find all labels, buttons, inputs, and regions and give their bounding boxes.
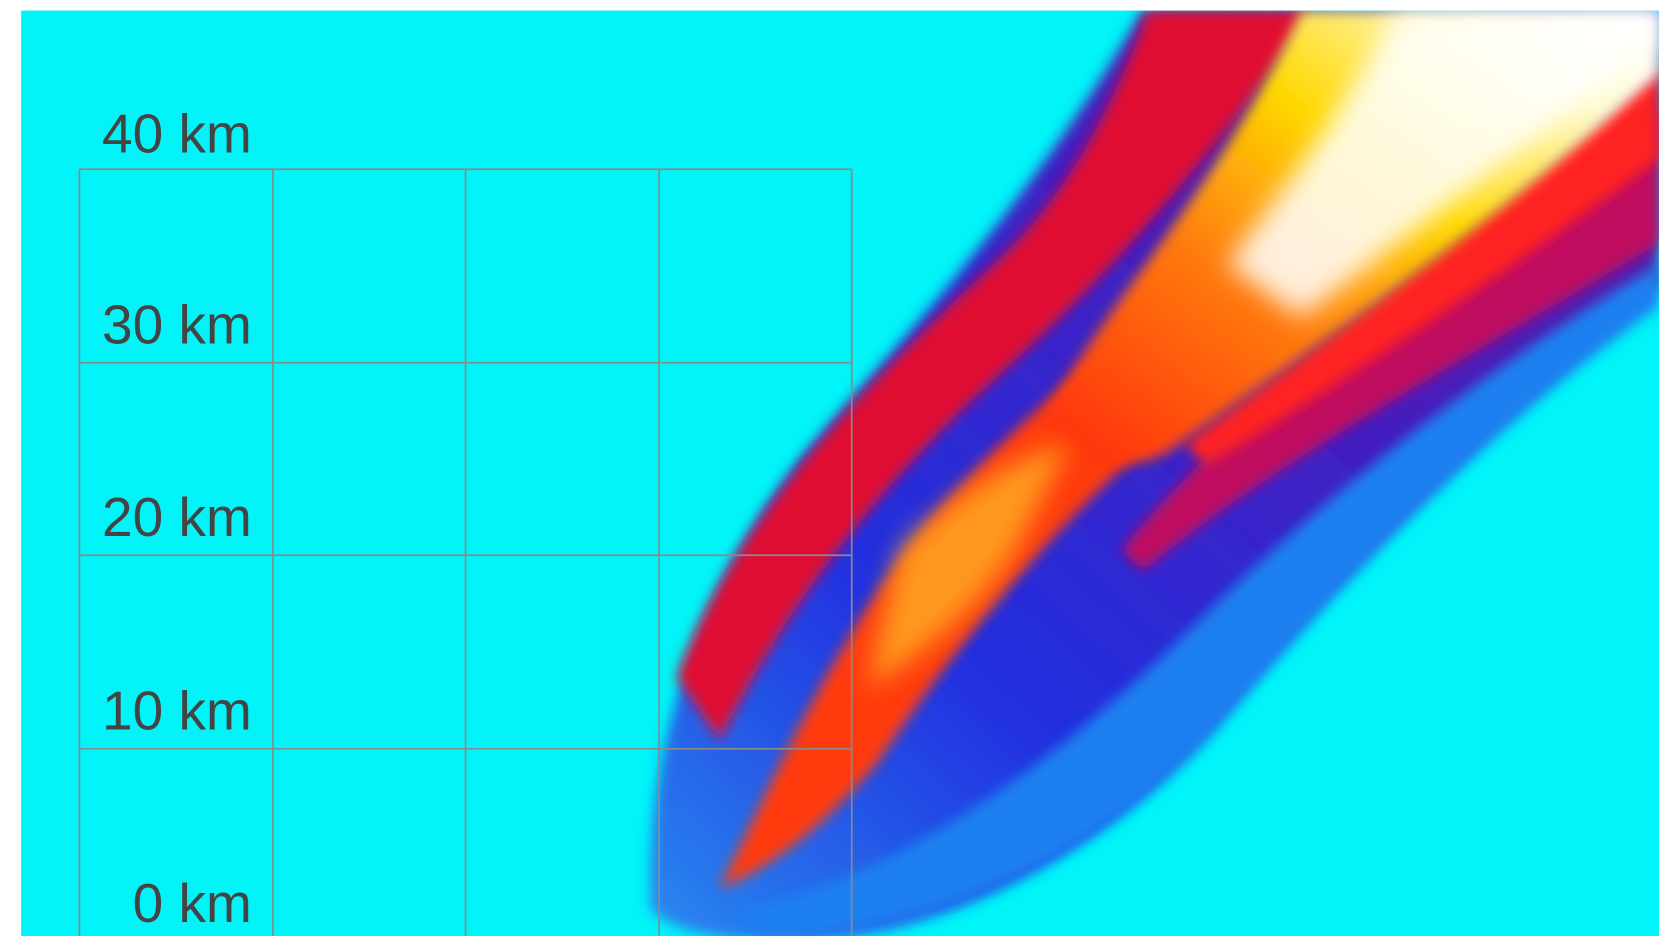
scale-label: 10 km: [102, 680, 252, 742]
scale-label: 20 km: [102, 486, 252, 548]
scale-label: 0 km: [133, 872, 252, 934]
scale-grid: [78, 168, 853, 936]
scale-label: 30 km: [102, 294, 252, 356]
plume: [650, 10, 1659, 936]
scale-label: 40 km: [102, 102, 252, 164]
